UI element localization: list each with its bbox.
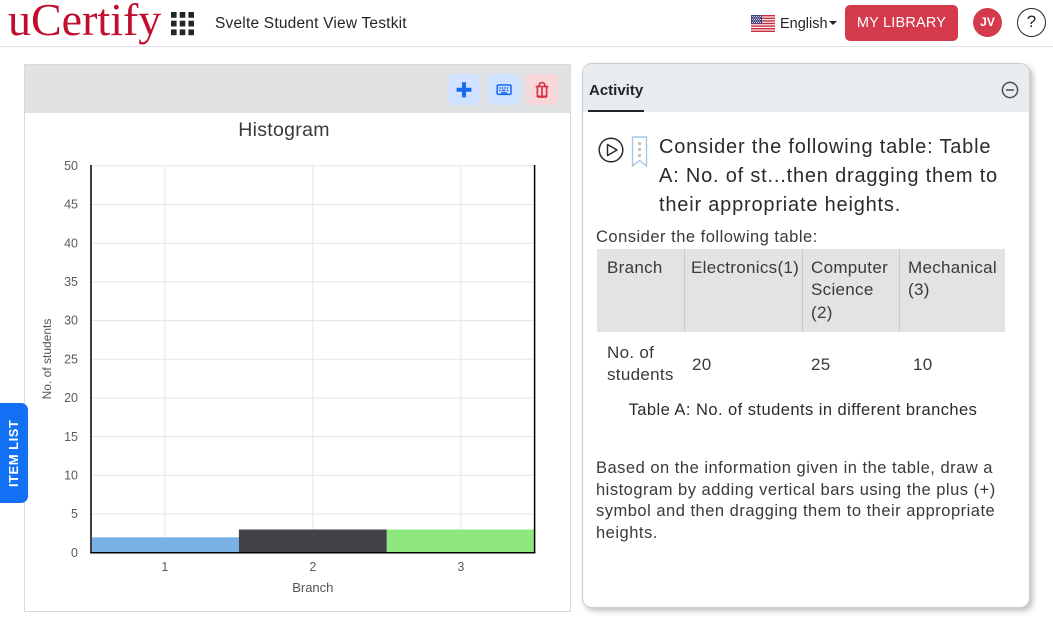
svg-text:20: 20: [64, 391, 78, 405]
svg-text:1: 1: [161, 560, 168, 574]
svg-text:40: 40: [64, 236, 78, 250]
svg-text:35: 35: [64, 275, 78, 289]
svg-text:Histogram: Histogram: [238, 119, 330, 141]
svg-text:45: 45: [64, 198, 78, 212]
svg-text:0: 0: [71, 546, 78, 560]
svg-text:5: 5: [71, 507, 78, 521]
svg-text:30: 30: [64, 314, 78, 328]
svg-text:25: 25: [64, 352, 78, 366]
svg-text:10: 10: [64, 469, 78, 483]
svg-text:Branch: Branch: [292, 580, 333, 595]
svg-text:No. of students: No. of students: [40, 319, 54, 400]
svg-text:3: 3: [457, 560, 464, 574]
svg-text:15: 15: [64, 430, 78, 444]
svg-text:2: 2: [309, 560, 316, 574]
svg-text:50: 50: [64, 159, 78, 173]
